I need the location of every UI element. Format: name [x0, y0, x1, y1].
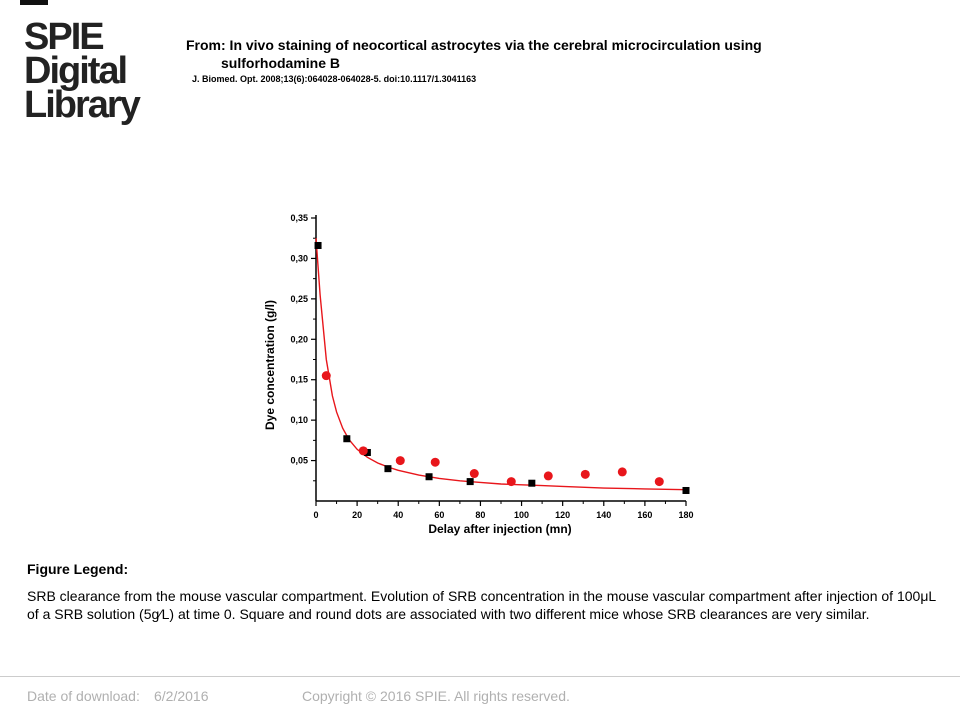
data-points-layer	[314, 241, 690, 494]
round-data-point	[617, 467, 627, 477]
x-tick-label: 60	[434, 510, 444, 520]
y-tick-label: 0,25	[290, 294, 308, 304]
round-data-point	[580, 469, 590, 479]
square-data-point	[425, 473, 433, 481]
y-tick-label: 0,30	[290, 253, 308, 263]
x-tick-label: 40	[393, 510, 403, 520]
y-tick-label: 0,10	[290, 415, 308, 425]
y-tick-label: 0,35	[290, 213, 308, 223]
figure-legend-heading: Figure Legend:	[27, 561, 129, 577]
corner-mark	[20, 0, 48, 5]
y-axis-label: Dye concentration (g/l)	[263, 300, 277, 430]
x-tick-label: 120	[555, 510, 570, 520]
y-tick-label: 0,20	[290, 334, 308, 344]
x-tick-label: 20	[352, 510, 362, 520]
spie-digital-library-logo: SPIE Digital Library	[24, 16, 154, 126]
y-tick-label: 0,15	[290, 375, 308, 385]
download-date-value: 6/2/2016	[154, 688, 209, 704]
x-tick-label: 100	[514, 510, 529, 520]
round-data-point	[321, 371, 331, 381]
logo-line-2: Digital	[24, 50, 128, 92]
chart-axes: 0 20 40 60 80 100 120 140 160 180 0,05 0,10 0,15 0,20…	[290, 213, 693, 520]
footer-divider	[0, 676, 960, 677]
x-tick-label: 80	[475, 510, 485, 520]
round-data-point	[506, 477, 516, 487]
article-title-line-1: From: In vivo staining of neocortical as…	[186, 37, 762, 53]
x-tick-label: 0	[313, 510, 318, 520]
x-tick-label: 180	[678, 510, 693, 520]
x-tick-label: 160	[637, 510, 652, 520]
square-data-point	[384, 465, 392, 473]
download-date-label: Date of download:	[27, 688, 140, 704]
round-data-point	[543, 471, 553, 481]
fit-curve	[315, 238, 687, 491]
round-data-point	[358, 446, 368, 456]
x-axis-label: Delay after injection (mn)	[428, 522, 571, 536]
logo-line-1: SPIE	[24, 16, 105, 58]
round-data-point	[654, 477, 664, 487]
article-title-line-2: sulforhodamine B	[221, 55, 341, 71]
figure-legend-text: SRB clearance from the mouse vascular co…	[27, 588, 936, 622]
y-tick-label: 0,05	[290, 456, 308, 466]
round-data-point	[430, 457, 440, 467]
square-data-point	[682, 486, 690, 494]
article-title: From: In vivo staining of neocortical as…	[186, 36, 906, 72]
square-data-point	[528, 479, 536, 487]
round-data-point	[469, 469, 479, 479]
square-data-point	[343, 435, 351, 443]
square-data-point	[314, 241, 322, 249]
fit-curve-layer	[315, 238, 687, 491]
round-data-point	[395, 456, 405, 466]
srb-clearance-chart: 0 20 40 60 80 100 120 140 160 180 0,05 0,10 0,15 0,20…	[263, 213, 694, 536]
copyright-notice: Copyright © 2016 SPIE. All rights reserv…	[302, 688, 570, 704]
logo-line-3: Library	[24, 84, 141, 126]
citation: J. Biomed. Opt. 2008;13(6):064028-064028…	[192, 74, 477, 84]
square-data-point	[466, 478, 474, 486]
x-tick-label: 140	[596, 510, 611, 520]
